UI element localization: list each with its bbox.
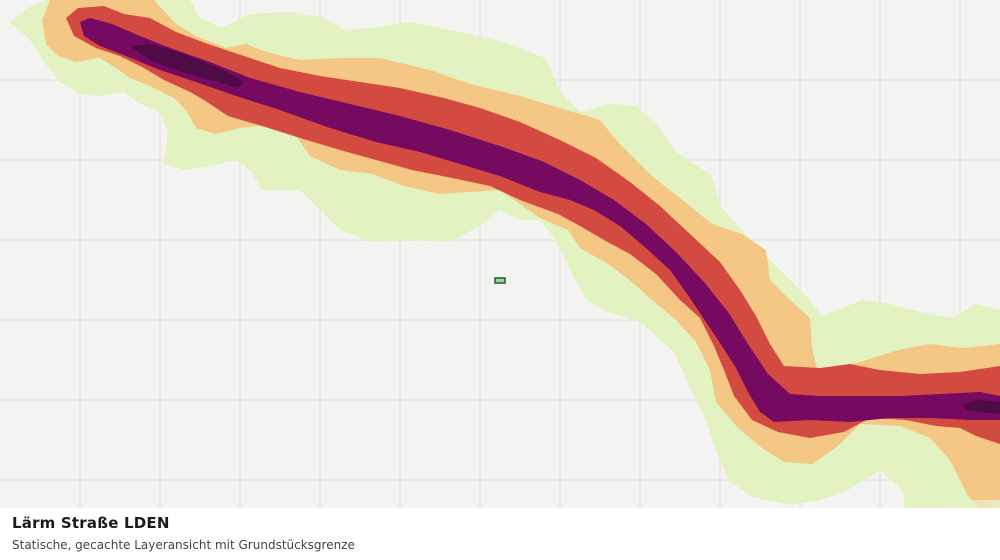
layer-caption: Lärm Straße LDEN Statische, gecachte Lay… <box>0 508 1000 560</box>
noise-band-peak <box>130 44 244 88</box>
noise-map[interactable] <box>0 0 1000 508</box>
noise-band-very-high <box>80 18 1000 422</box>
layer-title: Lärm Straße LDEN <box>12 514 170 532</box>
parcel-boundary-icon[interactable] <box>494 277 506 284</box>
noise-band-peak <box>962 400 1000 414</box>
noise-map-canvas <box>0 0 1000 508</box>
layer-subtitle: Statische, gecachte Layeransicht mit Gru… <box>12 538 355 552</box>
